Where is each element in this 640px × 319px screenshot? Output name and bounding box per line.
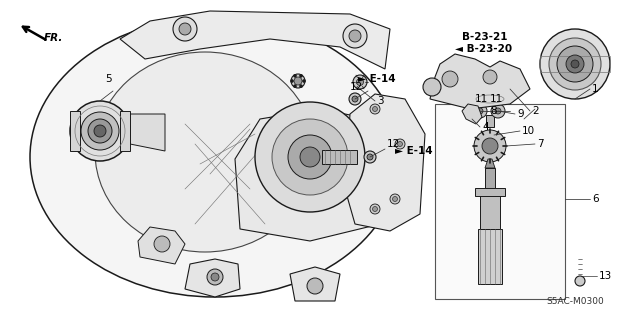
Text: 12: 12 [350,82,364,92]
Ellipse shape [473,93,507,105]
Text: FR.: FR. [44,33,63,43]
Text: 11: 11 [490,94,503,104]
Ellipse shape [95,52,315,252]
Text: 7: 7 [537,139,543,149]
Circle shape [352,96,358,102]
Circle shape [491,104,505,118]
Ellipse shape [30,17,400,297]
Polygon shape [120,11,390,69]
Polygon shape [290,267,340,301]
Bar [478,229,502,284]
Text: 4: 4 [482,122,488,132]
Circle shape [207,269,223,285]
Circle shape [88,119,112,143]
Circle shape [397,142,403,146]
Bar [486,115,494,127]
Circle shape [372,107,378,112]
Text: 11: 11 [475,94,488,104]
Text: 10: 10 [522,126,535,136]
Circle shape [353,75,367,89]
Text: S5AC-M0300: S5AC-M0300 [546,296,604,306]
Text: B-23-21: B-23-21 [462,32,508,42]
Circle shape [300,147,320,167]
Circle shape [294,85,296,88]
Circle shape [474,130,506,162]
Circle shape [173,17,197,41]
Circle shape [390,194,400,204]
Polygon shape [485,159,495,168]
Polygon shape [138,227,185,264]
Polygon shape [462,104,482,124]
Polygon shape [430,54,530,109]
Circle shape [255,102,365,212]
Circle shape [300,74,303,77]
Circle shape [349,30,361,42]
Circle shape [540,29,610,99]
Circle shape [372,206,378,211]
Circle shape [294,77,302,85]
Circle shape [154,236,170,252]
Bar [70,111,80,151]
Bar [540,56,610,72]
Circle shape [303,79,305,83]
Polygon shape [130,114,165,151]
Circle shape [495,108,501,114]
Circle shape [364,151,376,163]
Text: ◄ B-23-20: ◄ B-23-20 [455,44,512,54]
Circle shape [549,38,601,90]
Circle shape [349,93,361,105]
Bar [485,168,495,188]
Circle shape [370,204,380,214]
Circle shape [70,101,130,161]
Circle shape [288,135,332,179]
Text: ► E-14: ► E-14 [395,146,433,156]
Circle shape [300,85,303,88]
Circle shape [557,46,593,82]
Polygon shape [345,94,425,231]
Text: 2: 2 [532,106,539,116]
Circle shape [575,276,585,286]
Text: 3: 3 [377,96,383,106]
Bar [480,194,500,229]
Circle shape [571,60,579,68]
Circle shape [179,23,191,35]
Circle shape [395,139,405,149]
Bar [322,150,357,164]
Circle shape [94,125,106,137]
Circle shape [392,197,397,202]
Text: 8: 8 [490,106,497,116]
Circle shape [343,24,367,48]
Bar [435,104,565,299]
Text: 12: 12 [387,139,400,149]
Text: 9: 9 [517,109,524,119]
Circle shape [566,55,584,73]
Circle shape [291,74,305,88]
Circle shape [291,79,294,83]
Text: 1: 1 [592,84,598,94]
Circle shape [211,273,219,281]
Circle shape [482,138,498,154]
Circle shape [272,119,348,195]
Text: 6: 6 [592,194,598,204]
Text: 13: 13 [599,271,612,281]
Polygon shape [185,259,240,297]
Polygon shape [235,109,390,241]
Circle shape [473,104,487,118]
Circle shape [294,74,296,77]
Circle shape [442,71,458,87]
Bar [120,111,130,151]
Bar [475,188,505,196]
Text: ► E-14: ► E-14 [358,74,396,84]
Circle shape [307,278,323,294]
Circle shape [370,104,380,114]
Circle shape [423,78,441,96]
Circle shape [367,154,373,160]
Text: 5: 5 [105,74,111,84]
Circle shape [356,78,364,85]
Circle shape [81,112,119,150]
Circle shape [483,70,497,84]
Circle shape [477,108,483,114]
